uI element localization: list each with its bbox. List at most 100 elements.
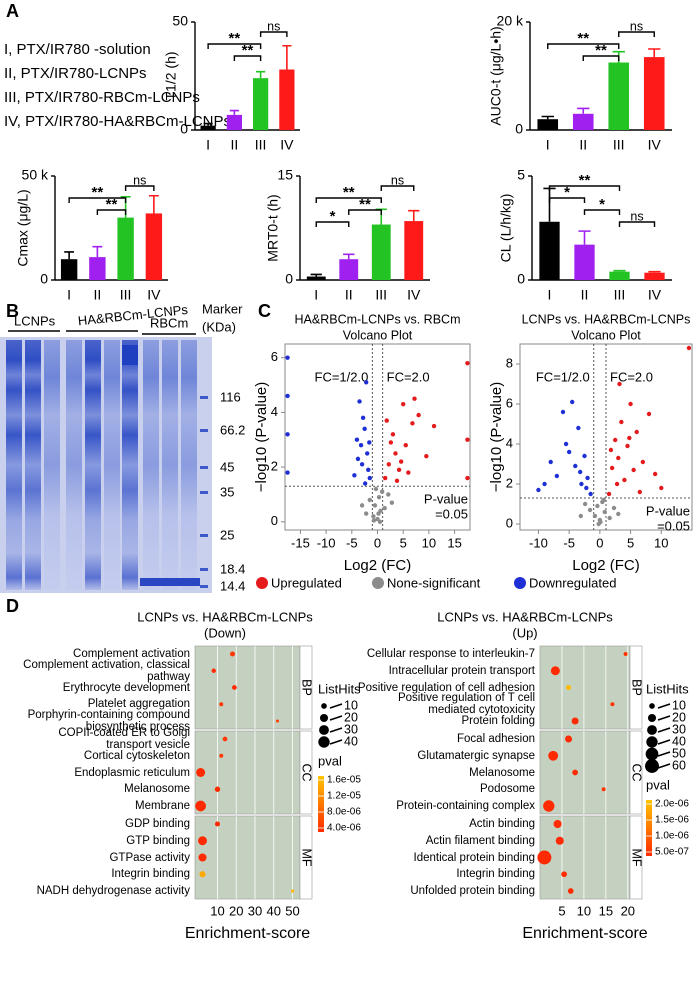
significance-label: ns (133, 173, 146, 187)
bar (117, 217, 134, 280)
data-point (416, 412, 421, 418)
size-legend-dot (645, 747, 659, 761)
data-point (584, 485, 589, 491)
bar (609, 271, 630, 280)
color-tick-label: 1.2e-05 (327, 791, 361, 802)
error-bar (343, 253, 355, 260)
x-tick-label: IV (648, 137, 662, 153)
bar (339, 259, 359, 280)
y-axis-label: AUC0-t (μg/L•h) (488, 26, 504, 125)
bubble (195, 800, 206, 812)
significance-bracket (618, 221, 656, 227)
data-point (646, 411, 652, 417)
y-tick-label: 50 k (22, 167, 49, 183)
bar (539, 221, 560, 280)
facet-strip (299, 645, 313, 730)
significance-label: ns (391, 173, 404, 187)
significance-label: ns (630, 19, 643, 33)
data-point (373, 486, 379, 492)
size-legend-arrow (329, 727, 343, 733)
legend-label: Downregulated (529, 575, 616, 590)
y-tick-label: 20 k (497, 13, 524, 29)
size-legend-label: 40 (344, 734, 358, 748)
data-point (367, 475, 372, 481)
data-point (376, 511, 381, 516)
error-bar (203, 122, 213, 126)
term-label: Porphyrin-containing compound biosynthet… (27, 709, 190, 733)
marker-label: 35 (220, 484, 234, 499)
error-bar (648, 48, 661, 58)
significance-bracket (315, 221, 350, 227)
data-point (616, 455, 621, 461)
bar (226, 114, 242, 130)
data-point (587, 507, 593, 513)
color-bar (646, 800, 652, 856)
bubble (222, 736, 228, 742)
size-legend-label: 30 (344, 722, 358, 736)
bar (89, 257, 106, 280)
p-label: P-value (646, 503, 690, 518)
term-label: Membrane (135, 800, 190, 812)
data-point (355, 456, 361, 462)
error-bar (148, 194, 159, 214)
x-tick-label: II (345, 287, 353, 303)
bar (574, 244, 595, 280)
data-point (358, 443, 364, 448)
size-legend-label: 50 (672, 746, 686, 760)
panel-label: A (6, 1, 19, 21)
error-bar (408, 209, 420, 222)
y-tick-label: 15 (277, 167, 293, 183)
facet-strip (629, 730, 643, 815)
panel-background (194, 730, 301, 815)
term-label: Cellular response to interleukin-7 (366, 648, 535, 660)
significance-label: ** (242, 42, 254, 59)
legend-marker (372, 577, 384, 589)
size-legend-arrow (657, 715, 671, 721)
fc-label: FC=1/2.0 (315, 369, 369, 384)
term-label: Positive regulation of T cell mediated c… (397, 692, 535, 717)
y-tick-label: 0 (40, 271, 48, 287)
bubble (565, 735, 573, 743)
bar (279, 69, 295, 130)
data-point (465, 360, 470, 366)
y-tick-label: 6 (271, 349, 278, 364)
bar (371, 224, 391, 280)
x-tick-label: II (93, 287, 101, 303)
data-point (363, 511, 369, 516)
bubble (199, 871, 206, 878)
significance-bracket (547, 43, 620, 49)
term-label: Platelet aggregation (87, 698, 190, 711)
size-legend-dot (647, 725, 657, 735)
bubble (572, 769, 578, 776)
x-tick-label: 5 (558, 903, 565, 918)
x-tick-label: I (206, 137, 210, 153)
chart-title: LCNPs vs. HA&RBCm-LCNPs (137, 609, 313, 624)
significance-bracket (207, 43, 262, 49)
color-legend-title: pval (318, 753, 342, 768)
bubble (219, 753, 224, 758)
x-tick-label: III (614, 287, 626, 303)
data-point (371, 518, 377, 523)
size-legend-label: 40 (672, 734, 686, 748)
term-label: Glutamatergic synapse (417, 749, 535, 762)
panel-background (539, 730, 631, 815)
bubble (219, 702, 224, 707)
facet-label: CC (300, 763, 314, 781)
facet-strip (299, 730, 313, 815)
data-point (579, 481, 584, 487)
data-point (396, 467, 402, 473)
data-point (563, 441, 569, 447)
data-point (570, 399, 575, 405)
panel-background (194, 645, 301, 730)
data-point (614, 481, 620, 487)
data-point (393, 451, 398, 456)
bubble (229, 651, 236, 657)
data-point (376, 494, 382, 500)
y-tick-label: 8 (506, 355, 513, 370)
significance-bracket (583, 209, 621, 215)
data-point (410, 421, 415, 426)
chart-title: LCNPs vs. HA&RBCm-LCNPs (437, 609, 613, 624)
x-tick-label: IV (648, 287, 662, 303)
term-label: Protein-containing complex (396, 800, 535, 812)
lane-label: RBCm (150, 315, 188, 330)
